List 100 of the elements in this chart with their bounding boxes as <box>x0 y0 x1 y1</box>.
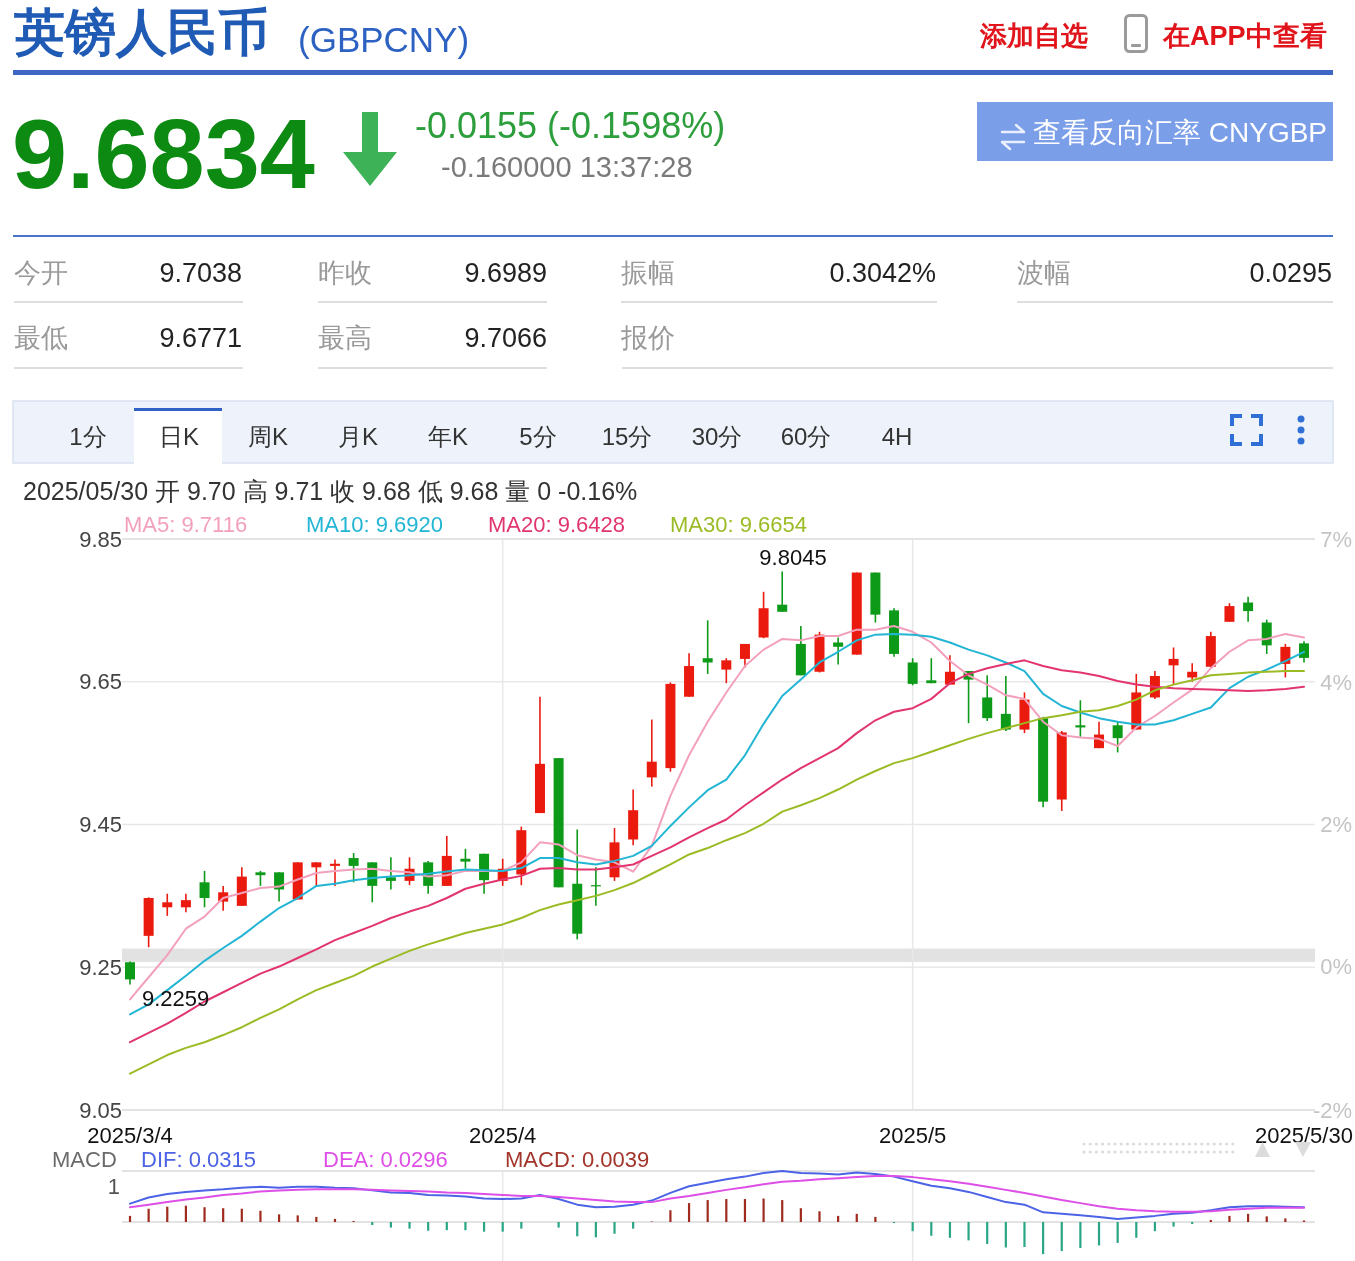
candlestick <box>646 718 657 788</box>
text: 60分 <box>780 423 832 450</box>
text: 4H <box>881 423 913 450</box>
candlestick <box>1075 699 1086 738</box>
bar <box>1284 1218 1287 1222</box>
text: 9.6989 <box>464 258 547 288</box>
candlestick <box>833 636 844 666</box>
x-tick-label: 2025/5 <box>879 1122 947 1148</box>
text: 30分 <box>691 423 743 450</box>
text: MA20: 9.6428 <box>488 511 625 537</box>
bar <box>1004 1222 1007 1248</box>
x-tick-label: 2025/3/4 <box>87 1122 173 1148</box>
text: MA30: 9.6654 <box>670 511 807 537</box>
candlestick <box>385 856 396 891</box>
text: 0.3042% <box>829 258 936 288</box>
bar <box>501 1222 504 1232</box>
bar <box>482 1222 486 1232</box>
bar <box>762 1198 765 1222</box>
candlestick <box>199 870 210 909</box>
text: 月K <box>337 423 379 450</box>
candlestick <box>348 852 359 884</box>
bar <box>1228 1215 1231 1222</box>
bar <box>948 1222 952 1238</box>
bar <box>128 1215 132 1222</box>
text: 今开 <box>14 258 68 288</box>
bar <box>687 1203 691 1222</box>
bar <box>725 1199 728 1222</box>
bar <box>1042 1222 1045 1255</box>
bar <box>1135 1222 1138 1238</box>
bar <box>1153 1222 1157 1232</box>
text: 5分 <box>519 423 557 450</box>
bar <box>781 1200 784 1222</box>
text: MA5: 9.7116 <box>124 511 248 537</box>
y2-tick-label: 0% <box>1320 954 1352 980</box>
bar <box>1023 1222 1026 1247</box>
annotation: 9.8045 <box>759 544 827 570</box>
text: 1 <box>107 1173 120 1199</box>
bar <box>986 1222 989 1244</box>
bar <box>277 1214 281 1222</box>
bar <box>520 1222 523 1229</box>
bar <box>259 1210 262 1222</box>
text: 15分 <box>601 423 653 450</box>
text: 最高 <box>318 323 372 353</box>
bar <box>315 1216 318 1222</box>
bar <box>408 1222 411 1229</box>
text: 0.0295 <box>1249 258 1332 288</box>
x-tick-label: 2025/5/30 <box>1255 1122 1353 1148</box>
series-label: DIF: 0.0315 <box>141 1146 256 1172</box>
bar <box>743 1199 747 1222</box>
bar <box>1079 1222 1082 1249</box>
bar <box>296 1215 299 1222</box>
text: 9.6834 <box>12 98 315 209</box>
candlestick <box>1224 602 1235 623</box>
y-tick-label: 9.65 <box>79 669 122 695</box>
text: 年K <box>427 423 469 450</box>
bar <box>706 1200 709 1222</box>
text: 报价 <box>620 323 675 353</box>
series-label: MACD: 0.0039 <box>505 1146 650 1172</box>
chart-title: MACD <box>52 1146 117 1172</box>
text: 9.7038 <box>159 258 242 288</box>
y2-tick-label: 4% <box>1320 669 1352 695</box>
bar <box>799 1208 802 1222</box>
y2-tick-label: -2% <box>1312 1097 1352 1123</box>
text: 日K <box>158 423 200 450</box>
text: 波幅 <box>1017 258 1071 288</box>
y-tick-label: 9.85 <box>79 526 122 552</box>
text: 1分 <box>69 423 107 450</box>
candlestick <box>926 657 937 684</box>
bar <box>837 1215 840 1222</box>
candlestick <box>329 858 340 887</box>
candlestick <box>1168 646 1179 685</box>
text: (GBPCNY) <box>298 20 470 59</box>
candlestick <box>311 861 322 888</box>
text: 添加自选 <box>979 21 1088 51</box>
candlestick <box>1243 596 1254 623</box>
bar <box>632 1222 635 1229</box>
bar <box>1191 1222 1194 1225</box>
candlestick <box>721 657 732 684</box>
candlestick <box>777 570 788 613</box>
candlestick <box>1112 720 1123 754</box>
bar <box>1265 1216 1268 1222</box>
bar <box>669 1210 672 1222</box>
y-tick-label: 9.25 <box>79 954 122 980</box>
bar <box>557 1222 560 1228</box>
bar <box>464 1222 467 1231</box>
text: 9.7066 <box>464 323 547 353</box>
bar <box>240 1208 243 1222</box>
text: 周K <box>247 423 289 450</box>
bar <box>874 1216 877 1222</box>
text: 2025/05/30 开 9.70 高 9.71 收 9.68 低 9.68 量 0 -0.16% <box>23 477 638 505</box>
bar <box>576 1222 579 1237</box>
bar <box>818 1211 821 1222</box>
text: 查看反向汇率 CNYGBP <box>1033 117 1328 148</box>
y2-tick-label: 7% <box>1320 526 1352 552</box>
y-tick-label: 9.45 <box>79 812 122 837</box>
bar <box>1060 1222 1063 1252</box>
bar <box>203 1207 206 1222</box>
bar <box>1172 1222 1175 1227</box>
bar <box>911 1222 914 1232</box>
bar <box>613 1222 616 1234</box>
